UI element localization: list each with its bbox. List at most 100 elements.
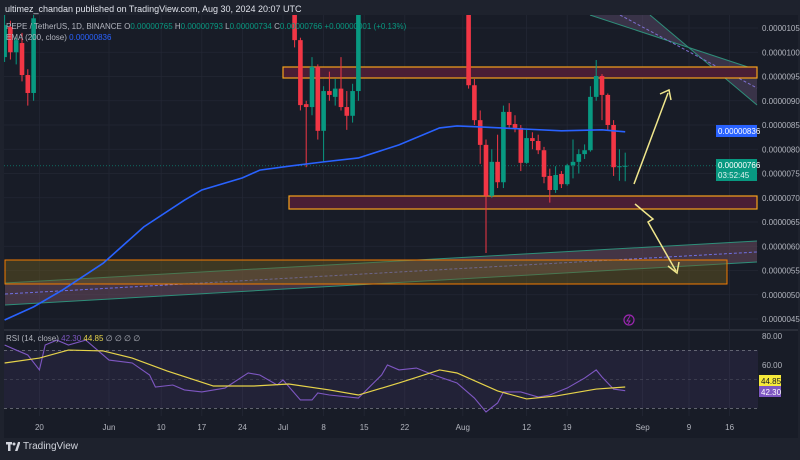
time-tick: 12 (522, 423, 531, 432)
rsi-legend[interactable]: RSI (14, close) 42.30 44.85 ∅ ∅ ∅ ∅ (6, 334, 140, 343)
candle (541, 146, 547, 184)
price-tick: 0.00000450 (762, 315, 800, 324)
candle (31, 15, 36, 101)
candle (477, 110, 483, 164)
publish-info: ultimez_chandan published on TradingView… (5, 4, 302, 14)
time-axis[interactable] (4, 416, 798, 438)
bearish-arrow (634, 203, 680, 275)
candle (495, 134, 500, 189)
high-label: H (174, 22, 181, 31)
candle-body (13, 40, 19, 53)
candle (535, 134, 541, 155)
change-value: +0.00000001 (+0.13%) (324, 22, 407, 31)
resistance-zone (282, 66, 758, 79)
candle (547, 168, 553, 203)
rsi-ma-legend-value: 44.85 (83, 334, 104, 343)
tradingview-brand[interactable]: TradingView (6, 441, 78, 452)
rsi-legend-value: 42.30 (61, 334, 82, 343)
open-value: 0.00000765 (130, 22, 173, 31)
candle (512, 115, 518, 133)
bullish-arrow (633, 88, 672, 185)
rsi-axis-labels: 80.00 60.00 (762, 332, 783, 370)
candle (553, 166, 558, 193)
candle (530, 132, 535, 150)
candle (350, 83, 355, 123)
rsi-value-text: 42.30 (761, 388, 782, 397)
candle-body (466, 15, 471, 86)
candle (321, 86, 326, 162)
candle (518, 125, 524, 172)
time-tick: 17 (197, 423, 206, 432)
ema-legend[interactable]: EMA (200, close) 0.00000836 (6, 33, 111, 42)
candle (472, 78, 477, 125)
candle-body (593, 76, 599, 97)
candle-body (298, 40, 303, 106)
candle-body (321, 91, 326, 131)
candle-body (518, 127, 524, 163)
candle-body (344, 107, 350, 116)
rsi-value-label: 42.30 (759, 386, 782, 397)
candle (4, 15, 7, 62)
candle-body (31, 18, 36, 93)
ema-price-label: 0.00000836 (716, 125, 761, 137)
candle (605, 93, 611, 130)
brand-name: TradingView (23, 441, 79, 452)
candle-body (489, 161, 495, 196)
candle-body (564, 165, 570, 185)
candle-body (338, 88, 344, 108)
candle (489, 149, 495, 198)
candle (501, 105, 506, 189)
candle-body (547, 175, 553, 190)
rsi-pane[interactable] (4, 331, 758, 416)
time-tick: Jun (103, 423, 116, 432)
time-tick: 24 (238, 423, 247, 432)
candle-body (535, 141, 541, 151)
candle-body (541, 150, 547, 177)
time-tick: 16 (725, 423, 734, 432)
time-tick: Sep (635, 423, 650, 432)
price-axis[interactable] (758, 15, 798, 416)
ema-value: 0.00000836 (69, 33, 112, 42)
candle (559, 171, 564, 189)
candle (582, 144, 587, 159)
candle (617, 149, 622, 181)
candle-body (327, 91, 332, 95)
candle (599, 74, 605, 121)
symbol-legend[interactable]: PEPE / TetherUS, 1D, BINANCE O0.00000765… (6, 22, 406, 31)
candle-body (588, 96, 593, 151)
candle (622, 152, 628, 182)
candle (292, 15, 297, 48)
candle (25, 69, 31, 106)
time-tick: 19 (563, 423, 572, 432)
rsi-extra-values: ∅ ∅ ∅ ∅ (105, 334, 141, 343)
candle (332, 78, 338, 106)
candle (483, 139, 489, 254)
rsi-line (4, 339, 626, 413)
last-price-label: 0.00000766 03:52:45 (716, 159, 761, 181)
candle (13, 37, 19, 65)
candle (570, 139, 576, 179)
candle (524, 129, 529, 164)
support-zone (288, 195, 758, 210)
candle-body (570, 161, 576, 166)
candle (593, 60, 599, 101)
candle-body (495, 161, 500, 183)
candle-body (530, 138, 535, 142)
time-tick: 15 (360, 423, 369, 432)
candle-body (599, 76, 605, 95)
candle-body (559, 173, 564, 185)
ema-200-line (4, 125, 626, 321)
descending-channel (589, 15, 758, 106)
alert-icon[interactable] (623, 314, 635, 326)
close-label: C (274, 22, 280, 31)
candle-body (582, 150, 587, 155)
candle-body (8, 27, 13, 53)
candle (19, 32, 25, 82)
